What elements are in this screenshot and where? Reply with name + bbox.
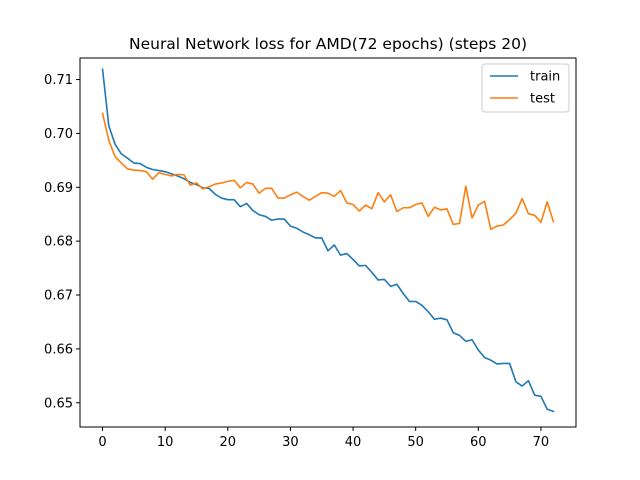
x-tick-label: 60 [470,435,487,450]
y-tick-label: 0.71 [44,73,73,88]
legend-label-train: train [530,70,560,85]
x-tick-label: 20 [220,435,237,450]
x-tick-label: 10 [157,435,174,450]
x-tick-label: 30 [282,435,299,450]
legend: train test [481,63,570,113]
y-tick-label: 0.67 [44,289,73,304]
x-tick-label: 50 [407,435,424,450]
chart-title: Neural Network loss for AMD(72 epochs) (… [129,35,527,53]
y-tick-label: 0.65 [44,396,73,411]
series-line-train [101,68,555,413]
x-tick-label: 40 [345,435,362,450]
x-tick-label: 70 [533,435,550,450]
legend-label-test: test [530,92,555,107]
series-line-test [101,112,555,231]
y-tick-label: 0.70 [44,127,73,142]
plot-area: 0 10 20 30 40 50 60 70 0.65 0.66 0.67 0.68 0.69 0.70 0… [44,57,577,450]
y-tick-label: 0.68 [44,235,73,250]
y-tick-label: 0.66 [44,342,73,357]
x-tick-label: 0 [98,435,106,450]
y-tick-label: 0.69 [44,181,73,196]
axes-frame [79,57,577,428]
